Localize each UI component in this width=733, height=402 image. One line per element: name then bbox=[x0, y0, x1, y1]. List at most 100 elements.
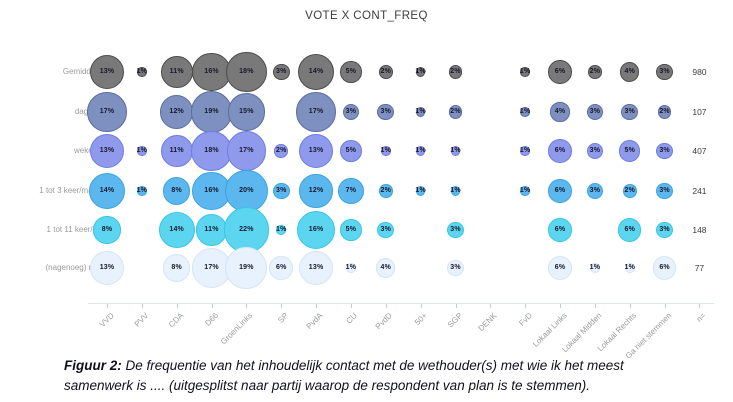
bubble-value: 16% bbox=[204, 186, 219, 194]
bubble bbox=[520, 107, 530, 117]
bubble-value: 3% bbox=[589, 107, 601, 115]
bubble-value: 2% bbox=[450, 107, 461, 115]
bubble-value: 16% bbox=[204, 67, 219, 75]
bubble-value: 3% bbox=[659, 67, 670, 75]
bubble-value: 19% bbox=[204, 107, 219, 115]
bubble-value: 11% bbox=[204, 225, 219, 233]
bubble bbox=[137, 146, 147, 156]
column-label: PvdD bbox=[373, 311, 395, 332]
n-value: 241 bbox=[692, 186, 707, 196]
bubble bbox=[656, 182, 673, 200]
bubble-value: 6% bbox=[659, 263, 670, 271]
bubble-value: 3% bbox=[659, 186, 670, 194]
bubble bbox=[447, 221, 464, 239]
bubble bbox=[548, 139, 572, 163]
column-label: D66 bbox=[203, 311, 220, 328]
bubble bbox=[223, 207, 269, 253]
bubble-value: 16% bbox=[308, 225, 324, 233]
row-label: Gemiddelde bbox=[62, 67, 106, 76]
bubble bbox=[192, 171, 231, 211]
x-axis-tick bbox=[141, 304, 143, 308]
chart-title: VOTE X CONT_FREQ bbox=[305, 10, 428, 22]
column-label: PVV bbox=[132, 311, 151, 329]
bubble bbox=[338, 178, 364, 204]
bubble-value: 4% bbox=[624, 67, 636, 75]
bubble bbox=[160, 56, 193, 88]
n-value: 107 bbox=[692, 107, 707, 117]
bubble-value: 12% bbox=[169, 107, 184, 115]
x-axis-tick bbox=[176, 304, 178, 308]
bubble bbox=[158, 212, 195, 248]
column-label: VVD bbox=[97, 311, 116, 329]
bubble bbox=[415, 67, 426, 77]
bubble-value: 2% bbox=[589, 67, 601, 75]
n-value: 148 bbox=[692, 225, 707, 235]
bubble-value: 17% bbox=[239, 146, 254, 154]
bubble-value: 3% bbox=[380, 225, 392, 233]
bubble bbox=[619, 140, 641, 162]
bubble-value: 1% bbox=[519, 107, 531, 115]
bubble-value: 1% bbox=[415, 107, 426, 115]
bubble bbox=[548, 60, 572, 84]
bubble-value: 14% bbox=[169, 225, 184, 233]
bubble-value: 2% bbox=[275, 146, 287, 154]
bubble bbox=[617, 218, 642, 242]
column-label: n= bbox=[695, 311, 708, 324]
bubble bbox=[296, 210, 336, 250]
x-axis-tick bbox=[350, 304, 352, 308]
bubble-value: 12% bbox=[308, 186, 324, 194]
bubble bbox=[379, 184, 393, 198]
n-value: 77 bbox=[694, 263, 705, 273]
bubble-value: 13% bbox=[99, 67, 115, 75]
x-axis-tick bbox=[420, 304, 422, 308]
bubble-value: 1% bbox=[519, 186, 531, 194]
bubble bbox=[89, 250, 125, 286]
x-axis-tick bbox=[629, 304, 631, 308]
bubble bbox=[550, 102, 570, 122]
bubble bbox=[227, 93, 265, 131]
bubble-value: 7% bbox=[345, 186, 357, 194]
row-label: (nagenoeg) nooit bbox=[45, 263, 107, 272]
bubble bbox=[274, 144, 289, 158]
bubble bbox=[224, 169, 268, 213]
bubble-value: 11% bbox=[169, 67, 184, 75]
column-label: Lokaal Links bbox=[530, 311, 569, 349]
bubble-value: 15% bbox=[239, 107, 254, 115]
bubble-value: 14% bbox=[308, 67, 324, 75]
bubble bbox=[346, 263, 356, 273]
bubble bbox=[272, 182, 290, 200]
row-label: 1 tot 11 keer/jaar bbox=[46, 225, 106, 234]
bubble-value: 3% bbox=[659, 225, 670, 233]
bubble-value: 1% bbox=[415, 67, 426, 75]
bubble-value: 2% bbox=[450, 67, 461, 75]
bubble bbox=[163, 254, 191, 282]
bubble-value: 13% bbox=[308, 263, 324, 271]
bubble-value: 6% bbox=[554, 67, 566, 75]
row-label: 1 tot 3 keer/maand bbox=[39, 186, 106, 195]
bubble-value: 17% bbox=[204, 263, 219, 271]
bubble-value: 2% bbox=[380, 67, 392, 75]
bubble bbox=[520, 67, 530, 77]
bubble bbox=[586, 142, 604, 160]
bubble-value: 1% bbox=[450, 146, 461, 154]
bubble-value: 4% bbox=[380, 263, 392, 271]
bubble bbox=[226, 51, 267, 93]
bubble bbox=[657, 105, 672, 119]
bubble-value: 13% bbox=[99, 146, 115, 154]
bubble bbox=[93, 216, 121, 244]
bubble-value: 6% bbox=[554, 146, 566, 154]
column-label: GroenLinks bbox=[219, 311, 255, 347]
bubble-value: 6% bbox=[275, 263, 287, 271]
bubble bbox=[450, 186, 461, 196]
bubble bbox=[272, 63, 290, 81]
bubble-value: 6% bbox=[554, 263, 566, 271]
bubble bbox=[276, 225, 287, 235]
x-axis-tick bbox=[385, 304, 387, 308]
bubble-value: 2% bbox=[659, 107, 670, 115]
bubble-value: 3% bbox=[589, 186, 601, 194]
x-axis-line bbox=[88, 303, 714, 304]
bubble-value: 5% bbox=[345, 146, 357, 154]
bubble-value: 6% bbox=[554, 225, 566, 233]
bubble bbox=[586, 103, 604, 121]
